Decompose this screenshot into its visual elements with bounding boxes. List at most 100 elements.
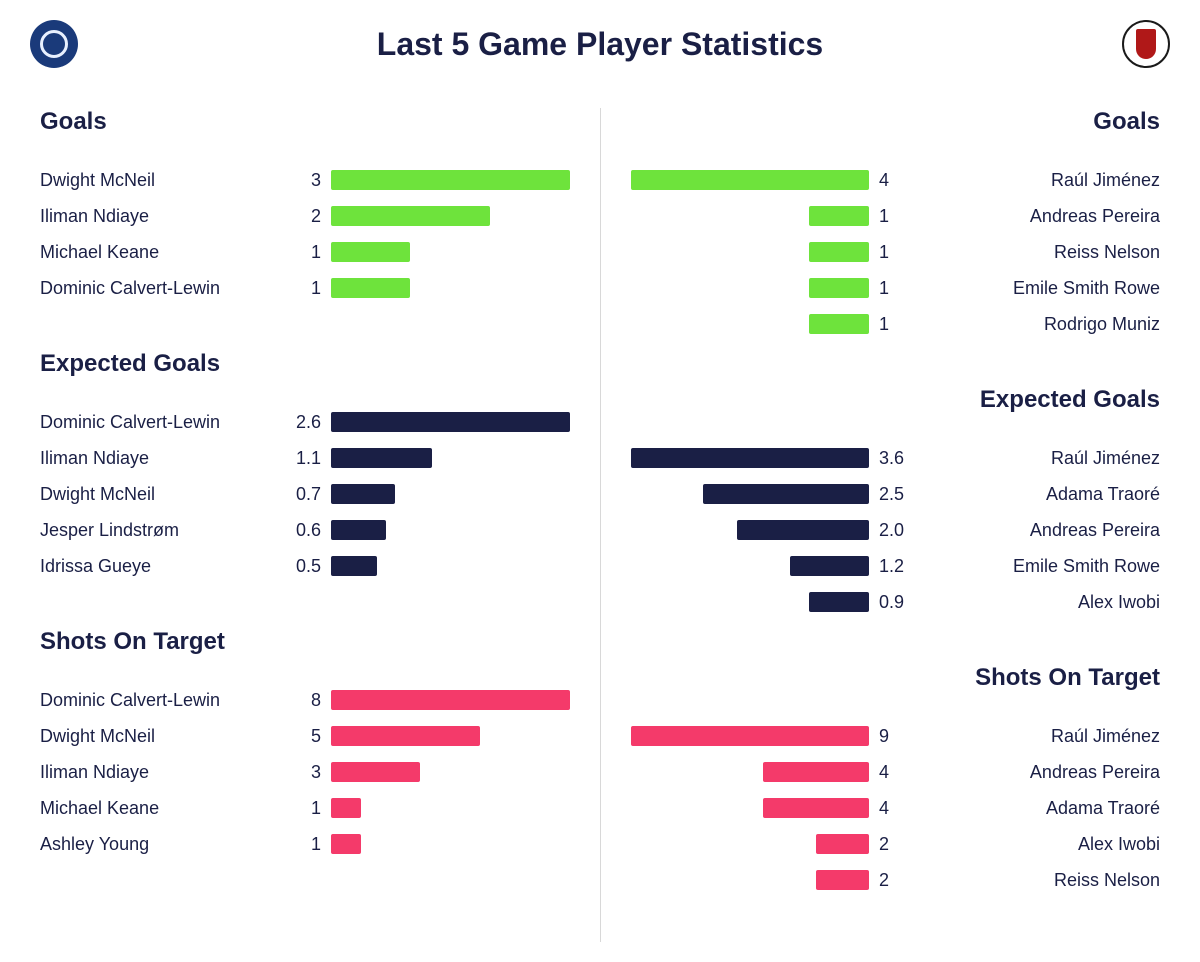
bar	[331, 798, 361, 818]
bar-track	[631, 484, 870, 504]
player-name: Raúl Jiménez	[925, 170, 1160, 191]
player-name: Reiss Nelson	[925, 242, 1160, 263]
stat-section: Shots On TargetDominic Calvert-Lewin8Dwi…	[40, 628, 570, 862]
player-name: Andreas Pereira	[925, 206, 1160, 227]
bar	[331, 448, 432, 468]
player-name: Dwight McNeil	[40, 484, 275, 505]
page-title: Last 5 Game Player Statistics	[78, 26, 1122, 63]
right-team-badge-inner	[1136, 29, 1156, 59]
player-name: Raúl Jiménez	[925, 448, 1160, 469]
bar	[809, 206, 869, 226]
stat-row: 1Emile Smith Rowe	[631, 270, 1161, 306]
player-name: Alex Iwobi	[925, 592, 1160, 613]
bar-track	[331, 834, 570, 854]
bar-track	[631, 726, 870, 746]
stat-section: GoalsDwight McNeil3Iliman Ndiaye2Michael…	[40, 108, 570, 306]
stat-value: 2	[285, 206, 321, 227]
right-column: Goals4Raúl Jiménez1Andreas Pereira1Reiss…	[601, 108, 1171, 942]
stat-section: Shots On Target9Raúl Jiménez4Andreas Per…	[631, 664, 1161, 898]
bar	[809, 314, 869, 334]
stat-row: Michael Keane1	[40, 234, 570, 270]
player-name: Andreas Pereira	[925, 520, 1160, 541]
columns: GoalsDwight McNeil3Iliman Ndiaye2Michael…	[30, 108, 1170, 942]
bar	[763, 762, 869, 782]
stat-row: 2Alex Iwobi	[631, 826, 1161, 862]
stat-row: Dominic Calvert-Lewin8	[40, 682, 570, 718]
bar-track	[331, 484, 570, 504]
stat-row: 1Reiss Nelson	[631, 234, 1161, 270]
stat-value: 1	[285, 834, 321, 855]
stat-value: 2	[879, 870, 915, 891]
stat-row: 2.0 Andreas Pereira	[631, 512, 1161, 548]
bar	[631, 726, 870, 746]
stat-row: Idrissa Gueye0.5	[40, 548, 570, 584]
section-title: Goals	[631, 108, 1161, 136]
stat-value: 4	[879, 170, 915, 191]
stat-value: 2.6	[285, 412, 321, 433]
bar-track	[331, 412, 570, 432]
stat-row: Iliman Ndiaye1.1	[40, 440, 570, 476]
stat-value: 0.6	[285, 520, 321, 541]
stat-value: 1	[879, 314, 915, 335]
bar-track	[331, 206, 570, 226]
bar	[331, 170, 570, 190]
stat-row: Michael Keane 1	[40, 790, 570, 826]
player-name: Jesper Lindstrøm	[40, 520, 275, 541]
player-name: Adama Traoré	[925, 798, 1160, 819]
stat-value: 0.7	[285, 484, 321, 505]
bar	[816, 870, 869, 890]
bar-track	[631, 206, 870, 226]
stat-row: 4Andreas Pereira	[631, 754, 1161, 790]
stat-value: 5	[285, 726, 321, 747]
player-name: Raúl Jiménez	[925, 726, 1160, 747]
stat-value: 1	[879, 278, 915, 299]
stat-row: Dwight McNeil3	[40, 162, 570, 198]
player-name: Andreas Pereira	[925, 762, 1160, 783]
bar-track	[331, 170, 570, 190]
bar	[331, 412, 570, 432]
stat-value: 1	[285, 242, 321, 263]
stat-row: Iliman Ndiaye 2	[40, 198, 570, 234]
bar	[763, 798, 869, 818]
stat-row: Jesper Lindstrøm 0.6	[40, 512, 570, 548]
stat-row: 1.2Emile Smith Rowe	[631, 548, 1161, 584]
player-name: Reiss Nelson	[925, 870, 1160, 891]
bar-track	[631, 870, 870, 890]
bar-track	[331, 762, 570, 782]
bar-track	[331, 448, 570, 468]
bar-track	[631, 834, 870, 854]
stat-value: 1	[285, 798, 321, 819]
stat-value: 2.0	[879, 520, 915, 541]
player-name: Dominic Calvert-Lewin	[40, 412, 275, 433]
section-title: Shots On Target	[40, 628, 570, 656]
bar-track	[331, 278, 570, 298]
stat-value: 1.2	[879, 556, 915, 577]
stat-value: 2	[879, 834, 915, 855]
player-name: Michael Keane	[40, 798, 275, 819]
bar-track	[631, 448, 870, 468]
bar	[331, 206, 490, 226]
bar	[790, 556, 869, 576]
stat-row: Dwight McNeil 0.7	[40, 476, 570, 512]
player-name: Ashley Young	[40, 834, 275, 855]
bar	[331, 690, 570, 710]
stat-row: 3.6Raúl Jiménez	[631, 440, 1161, 476]
bar-track	[631, 278, 870, 298]
stat-row: 4Adama Traoré	[631, 790, 1161, 826]
bar	[331, 242, 410, 262]
stat-row: 1 Andreas Pereira	[631, 198, 1161, 234]
bar	[331, 484, 395, 504]
player-name: Dominic Calvert-Lewin	[40, 690, 275, 711]
stat-row: Iliman Ndiaye3	[40, 754, 570, 790]
bar	[331, 278, 410, 298]
stat-value: 1	[879, 206, 915, 227]
bar-track	[631, 242, 870, 262]
stat-value: 3	[285, 762, 321, 783]
player-name: Idrissa Gueye	[40, 556, 275, 577]
stat-row: Ashley Young 1	[40, 826, 570, 862]
bar-track	[631, 592, 870, 612]
bar	[816, 834, 869, 854]
bar-track	[331, 690, 570, 710]
bar-track	[631, 314, 870, 334]
player-name: Iliman Ndiaye	[40, 206, 275, 227]
